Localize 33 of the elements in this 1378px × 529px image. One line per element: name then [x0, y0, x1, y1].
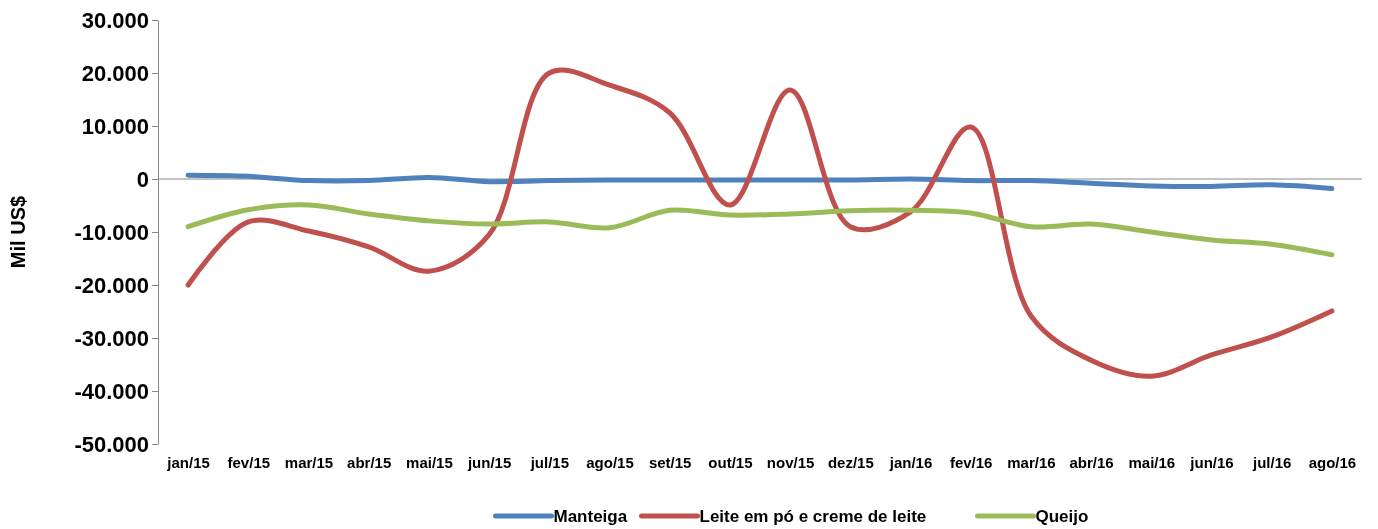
x-tick-label: out/15 [708, 454, 753, 471]
x-tick-label: abr/15 [347, 454, 392, 471]
x-tick-label: jun/16 [1189, 454, 1234, 471]
y-tick-label: 20.000 [81, 60, 149, 86]
y-tick-label: -50.000 [74, 431, 149, 457]
x-tick-label: set/15 [648, 454, 692, 471]
legend-label: Leite em pó e creme de leite [699, 507, 927, 526]
x-tick-label: mar/15 [284, 454, 334, 471]
y-tick-label: 10.000 [81, 113, 149, 139]
x-tick-label: jun/15 [466, 454, 512, 471]
legend-label: Manteiga [553, 507, 628, 526]
y-tick-label: -30.000 [74, 325, 149, 351]
x-tick-label: ago/15 [586, 454, 634, 471]
x-tick-label: mar/16 [1007, 454, 1056, 471]
x-tick-label: abr/16 [1069, 454, 1114, 471]
legend-label: Queijo [1035, 507, 1089, 526]
x-tick-label: nov/15 [766, 454, 815, 471]
x-tick-label: jul/15 [529, 454, 569, 471]
x-tick-label: jan/16 [888, 454, 933, 471]
y-tick-label: -40.000 [74, 378, 149, 404]
y-tick-label: 0 [136, 166, 149, 192]
x-tick-label: dez/15 [827, 454, 874, 471]
x-tick-label: jan/15 [166, 454, 210, 471]
y-tick-label: 30.000 [81, 7, 149, 33]
x-tick-label: ago/16 [1308, 454, 1357, 471]
y-axis-title: Mil US$ [7, 195, 29, 269]
x-tick-label: jul/16 [1252, 454, 1292, 471]
x-tick-label: fev/15 [227, 454, 271, 471]
y-tick-label: -20.000 [74, 272, 149, 298]
x-tick-label: mai/15 [406, 454, 453, 471]
y-tick-label: -10.000 [74, 219, 149, 245]
x-tick-label: mai/16 [1128, 454, 1176, 471]
x-tick-label: fev/16 [949, 454, 993, 471]
